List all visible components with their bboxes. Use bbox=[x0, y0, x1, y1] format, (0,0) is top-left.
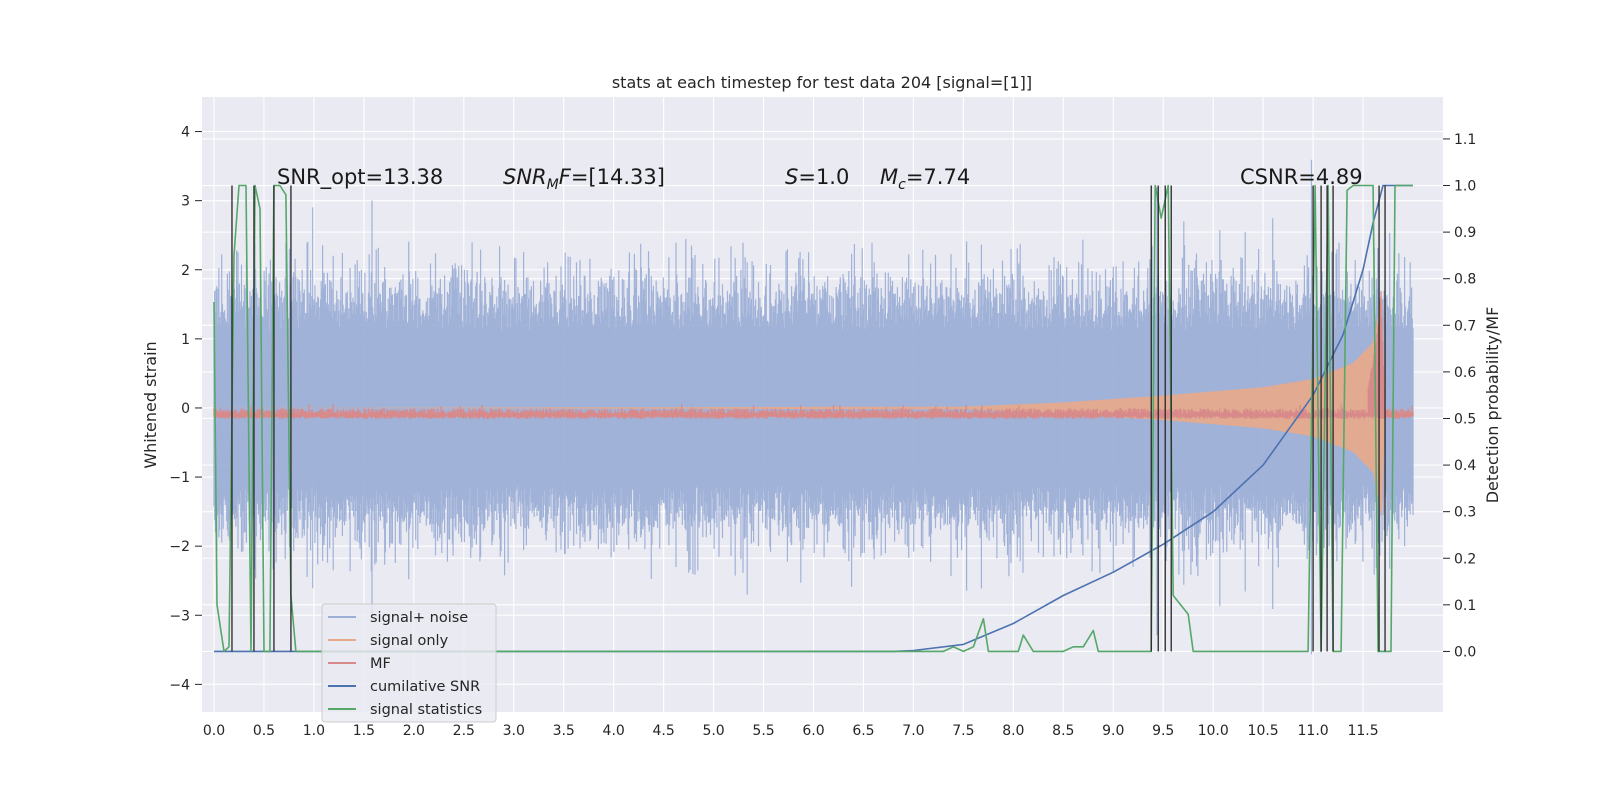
x-tick-label: 4.5 bbox=[652, 723, 674, 739]
y-tick-label-left: −1 bbox=[169, 470, 190, 486]
annotation-4: CSNR=4.89 bbox=[1240, 165, 1363, 189]
x-tick-label: 11.0 bbox=[1298, 723, 1329, 739]
x-tick-label: 9.5 bbox=[1152, 723, 1174, 739]
y-tick-label-right: 0.2 bbox=[1454, 551, 1476, 567]
x-tick-label: 3.0 bbox=[503, 723, 525, 739]
legend-box bbox=[321, 603, 497, 723]
x-tick-label: 5.0 bbox=[702, 723, 724, 739]
x-tick-label: 2.5 bbox=[453, 723, 475, 739]
x-tick-label: 6.0 bbox=[802, 723, 824, 739]
x-tick-label: 5.5 bbox=[752, 723, 774, 739]
legend: signal+ noise signal only MF cumilative SNR… bbox=[321, 603, 497, 723]
y-tick-label-right: 0.0 bbox=[1454, 644, 1476, 660]
y-tick-label-right: 1.0 bbox=[1454, 179, 1476, 195]
x-tick-label: 2.0 bbox=[403, 723, 425, 739]
x-tick-label: 8.5 bbox=[1052, 723, 1074, 739]
y-tick-label-left: 1 bbox=[181, 332, 190, 348]
x-tick-label: 9.0 bbox=[1102, 723, 1124, 739]
annotation-2: S=1.0 bbox=[785, 165, 849, 189]
y-axis-title-right: Detection probability/MF bbox=[1483, 307, 1502, 504]
x-tick-label: 6.5 bbox=[852, 723, 874, 739]
y-tick-label-left: −2 bbox=[169, 539, 190, 555]
y-tick-label-left: 2 bbox=[181, 263, 190, 279]
x-tick-label: 4.0 bbox=[603, 723, 625, 739]
mf-trace bbox=[213, 291, 1414, 419]
event-lines bbox=[231, 185, 1386, 652]
y-tick-label-right: 1.1 bbox=[1454, 132, 1476, 148]
tick-labels: 0.0 0.5 1.0 1.5 2.0 2.5 3.0 3.5 4.0 4.5 5.0 5.5 6.0 6… bbox=[169, 125, 1476, 739]
x-tick-label: 1.0 bbox=[303, 723, 325, 739]
x-tick-label: 0.5 bbox=[253, 723, 275, 739]
y-tick-label-right: 0.3 bbox=[1454, 505, 1476, 521]
y-tick-label-left: 3 bbox=[181, 194, 190, 210]
y-tick-label-left: 0 bbox=[181, 401, 190, 417]
chart-title: stats at each timestep for test data 204… bbox=[612, 73, 1032, 92]
y-tick-label-right: 0.9 bbox=[1454, 225, 1476, 241]
x-tick-label: 3.5 bbox=[553, 723, 575, 739]
y-axis-title-left: Whitened strain bbox=[141, 341, 160, 468]
series-cumulative-snr bbox=[214, 184, 1413, 653]
signal-statistics-line bbox=[213, 184, 1413, 653]
annotation-0: SNR_opt=13.38 bbox=[277, 165, 443, 190]
y-tick-label-left: −4 bbox=[169, 677, 190, 693]
legend-label: signal only bbox=[370, 633, 449, 649]
annotations: SNR_opt=13.38 SNRMF=[14.33] S=1.0 Mc=7.74 CS… bbox=[277, 165, 1363, 193]
x-tick-label: 7.5 bbox=[952, 723, 974, 739]
y-tick-label-left: 4 bbox=[181, 125, 190, 141]
y-tick-label-right: 0.6 bbox=[1454, 365, 1476, 381]
legend-label: MF bbox=[370, 656, 391, 672]
series-signal-statistics bbox=[213, 184, 1413, 653]
x-tick-label: 10.5 bbox=[1248, 723, 1279, 739]
y-tick-label-right: 0.8 bbox=[1454, 272, 1476, 288]
x-tick-label: 10.0 bbox=[1198, 723, 1229, 739]
y-tick-label-right: 0.7 bbox=[1454, 318, 1476, 334]
y-tick-label-right: 0.4 bbox=[1454, 458, 1476, 474]
annotation-3: Mc=7.74 bbox=[880, 165, 970, 193]
cumulative-snr-line bbox=[214, 184, 1413, 653]
y-tick-label-left: −3 bbox=[169, 608, 190, 624]
series-mf bbox=[213, 291, 1414, 419]
x-tick-label: 1.5 bbox=[353, 723, 375, 739]
legend-label: cumilative SNR bbox=[370, 679, 480, 695]
x-tick-label: 11.5 bbox=[1347, 723, 1378, 739]
y-tick-label-right: 0.1 bbox=[1454, 598, 1476, 614]
y-tick-label-right: 0.5 bbox=[1454, 411, 1476, 427]
x-tick-label: 0.0 bbox=[203, 723, 225, 739]
legend-label: signal statistics bbox=[370, 702, 482, 718]
x-tick-label: 7.0 bbox=[902, 723, 924, 739]
annotation-1: SNRMF=[14.33] bbox=[503, 165, 665, 193]
x-tick-label: 8.0 bbox=[1002, 723, 1024, 739]
legend-label: signal+ noise bbox=[370, 610, 468, 626]
